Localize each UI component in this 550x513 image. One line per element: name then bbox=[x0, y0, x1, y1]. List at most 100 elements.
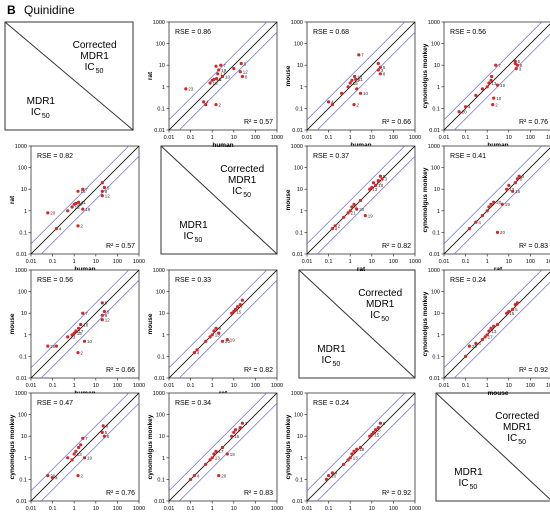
y-axis-label: cynomolgus monkey bbox=[422, 43, 429, 108]
y-axis-label: cynomolgus monkey bbox=[422, 167, 429, 232]
data-point-label: 19 bbox=[85, 207, 91, 212]
x-tick-label: 0.1 bbox=[462, 383, 470, 389]
rse-annotation: RSE = 0.41 bbox=[450, 153, 486, 160]
y-tick-label: 0.01 bbox=[16, 499, 27, 505]
data-point-label: 7 bbox=[223, 63, 226, 68]
data-point-label: 5 bbox=[383, 65, 386, 70]
data-point bbox=[376, 61, 380, 66]
rse-annotation: RSE = 0.24 bbox=[450, 277, 486, 284]
data-point bbox=[100, 313, 104, 317]
y-tick-label: 100 bbox=[18, 166, 27, 172]
y-tick-label: 1 bbox=[437, 333, 440, 339]
corrected-mdr1-label: MDR1 bbox=[503, 422, 532, 433]
corrected-ic-subscript: 50 bbox=[96, 68, 104, 75]
data-point bbox=[77, 445, 81, 450]
r-squared-annotation: R² = 0.57 bbox=[106, 243, 135, 250]
data-point bbox=[358, 445, 363, 450]
data-point bbox=[327, 100, 331, 104]
y-tick-label: 1 bbox=[300, 85, 303, 91]
data-point bbox=[225, 452, 229, 456]
corrected-label: Corrected bbox=[358, 288, 402, 299]
data-point-label: 7 bbox=[85, 187, 88, 192]
data-point bbox=[485, 209, 489, 213]
data-point bbox=[487, 81, 491, 85]
reference-lines bbox=[31, 270, 139, 378]
y-tick-label: 1000 bbox=[15, 144, 27, 150]
x-tick-label: 0.1 bbox=[49, 383, 57, 389]
data-point bbox=[480, 213, 485, 218]
y-tick-label: 1 bbox=[162, 333, 165, 339]
rse-annotation: RSE = 0.86 bbox=[175, 29, 211, 36]
data-point bbox=[330, 471, 335, 475]
data-point-label: 5 bbox=[378, 427, 381, 432]
data-point-label: 4 bbox=[331, 100, 334, 105]
upper-bound-line bbox=[31, 146, 129, 244]
scatter-panel: 0.010.010.10.111101010010010001000humanc… bbox=[9, 391, 145, 512]
data-point-label: 17 bbox=[220, 72, 226, 77]
data-point bbox=[238, 426, 242, 430]
data-point bbox=[492, 96, 496, 100]
data-point bbox=[485, 333, 489, 337]
x-tick-label: 10 bbox=[506, 259, 512, 265]
data-point bbox=[220, 339, 225, 343]
data-point-label: 5 bbox=[105, 430, 108, 435]
data-point-label: 19 bbox=[230, 452, 236, 457]
data-point bbox=[81, 207, 85, 211]
x-tick-label: 10 bbox=[369, 135, 375, 141]
upper-bound-line bbox=[169, 393, 267, 491]
x-tick-label: 0.01 bbox=[26, 506, 37, 512]
data-point-label: 15 bbox=[77, 331, 83, 336]
data-point bbox=[348, 81, 352, 85]
lower-bound-line bbox=[454, 33, 550, 130]
x-tick-label: 1000 bbox=[133, 506, 145, 512]
lower-bound-line bbox=[179, 32, 277, 130]
data-point bbox=[46, 473, 50, 478]
data-point bbox=[513, 181, 517, 185]
mdr1-ic-label: IC bbox=[321, 355, 331, 366]
data-point bbox=[330, 226, 335, 231]
data-point-label: 13 bbox=[509, 187, 515, 192]
data-point bbox=[192, 350, 197, 355]
data-point bbox=[357, 53, 361, 57]
data-point-label: 18 bbox=[83, 322, 89, 327]
x-tick-label: 100 bbox=[113, 383, 122, 389]
corrected-ic-label: IC bbox=[232, 186, 242, 197]
data-point bbox=[240, 421, 244, 425]
data-point-label: 3 bbox=[519, 66, 522, 71]
r-squared-annotation: R² = 0.92 bbox=[519, 367, 548, 374]
data-point bbox=[474, 93, 478, 97]
data-point bbox=[230, 434, 234, 438]
data-point bbox=[370, 185, 374, 190]
data-point bbox=[352, 202, 356, 206]
data-point-label: 8 bbox=[107, 434, 110, 439]
data-point-label: 20 bbox=[359, 207, 365, 212]
data-point bbox=[505, 187, 509, 191]
lower-bound-line bbox=[41, 403, 139, 501]
y-tick-label: 1000 bbox=[291, 20, 303, 26]
y-tick-label: 0.01 bbox=[154, 376, 165, 382]
data-point bbox=[494, 63, 498, 67]
corrected-label: Corrected bbox=[73, 40, 117, 51]
data-point bbox=[480, 337, 485, 342]
upper-bound-line bbox=[307, 22, 405, 120]
mdr1-label: MDR1 bbox=[454, 467, 483, 478]
mdr1-ic-subscript: 50 bbox=[194, 237, 202, 244]
mdr1-label: MDR1 bbox=[27, 96, 56, 107]
y-tick-label: 1000 bbox=[153, 268, 165, 274]
x-tick-label: 1000 bbox=[133, 383, 145, 389]
data-point bbox=[225, 337, 229, 342]
y-axis-label: rat bbox=[147, 71, 154, 80]
data-point bbox=[219, 63, 223, 67]
y-tick-label: 1000 bbox=[428, 144, 440, 150]
x-tick-label: 1 bbox=[211, 135, 214, 141]
scatter-panel: 0.010.01 0.1 0.1 1 1 10 10 100 100 1000 1000 rat mou… bbox=[285, 144, 421, 273]
y-tick-label: 1000 bbox=[153, 391, 165, 397]
data-point bbox=[346, 211, 350, 215]
data-point bbox=[515, 301, 519, 305]
identity-line bbox=[444, 23, 550, 130]
data-point bbox=[214, 64, 218, 68]
data-point-label: 4 bbox=[197, 350, 200, 355]
diagonal-divider bbox=[4, 21, 134, 131]
upper-bound-line bbox=[307, 393, 405, 491]
